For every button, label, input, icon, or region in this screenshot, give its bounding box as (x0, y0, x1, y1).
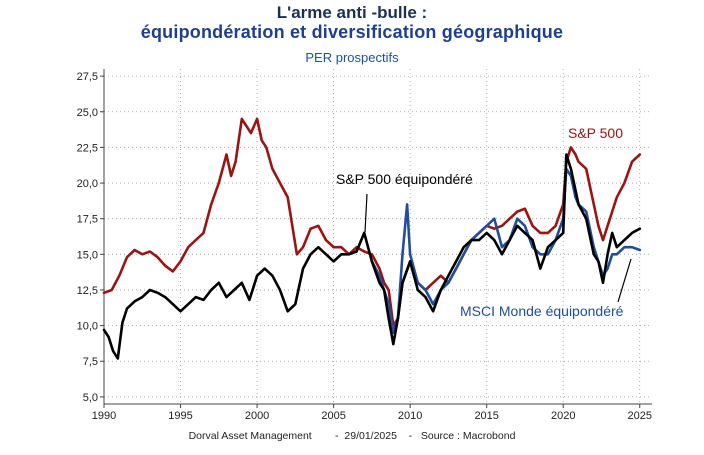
chart-subtitle-per: PER prospectifs (305, 50, 399, 65)
annotation-sp500-ew: S&P 500 équipondéré (336, 171, 473, 187)
x-tick-label: 1990 (92, 410, 116, 422)
x-tick-label: 1995 (168, 410, 192, 422)
series-lines (102, 117, 642, 360)
chart-title: L'arme anti -bulle : (276, 3, 428, 22)
annotation-sp500: S&P 500 (568, 125, 623, 141)
chart-subtitle: équipondération et diversification géogr… (140, 22, 564, 42)
x-tick-label: 2010 (398, 410, 422, 422)
annotation-sp500-ew-pointer (364, 193, 368, 233)
x-tick-label: 2015 (474, 410, 498, 422)
annotations: S&P 500 S&P 500 équipondéré MSCI Monde é… (336, 125, 632, 319)
y-tick-label: 17,5 (77, 214, 98, 226)
axes: 5,0 7,5 10,0 12,5 15,0 17,5 20,0 22,5 25,0 27,5 19… (77, 69, 652, 422)
x-tick-label: 2005 (321, 410, 345, 422)
y-tick-label: 20,0 (77, 178, 98, 190)
plot-area (104, 69, 652, 404)
x-tick-label: 2000 (245, 410, 269, 422)
y-tick-label: 7,5 (83, 356, 98, 368)
footer-source: Dorval Asset Management - 29/01/2025 - S… (188, 430, 516, 442)
y-tick-label: 12,5 (77, 285, 98, 297)
y-tick-label: 25,0 (77, 107, 98, 119)
x-tick-label: 2025 (628, 410, 652, 422)
x-tick-label: 2020 (551, 410, 575, 422)
annotation-msci-ew-pointer (617, 258, 632, 303)
y-tick-label: 27,5 (77, 71, 98, 83)
grid (103, 69, 652, 404)
annotation-msci-ew: MSCI Monde équipondéré (460, 303, 624, 319)
series-line-s-p-500-quipond-r (102, 153, 642, 360)
y-tick-label: 15,0 (77, 249, 98, 261)
y-tick-label: 10,0 (77, 321, 98, 333)
y-tick-label: 22,5 (77, 142, 98, 154)
y-tick-label: 5,0 (83, 392, 98, 404)
